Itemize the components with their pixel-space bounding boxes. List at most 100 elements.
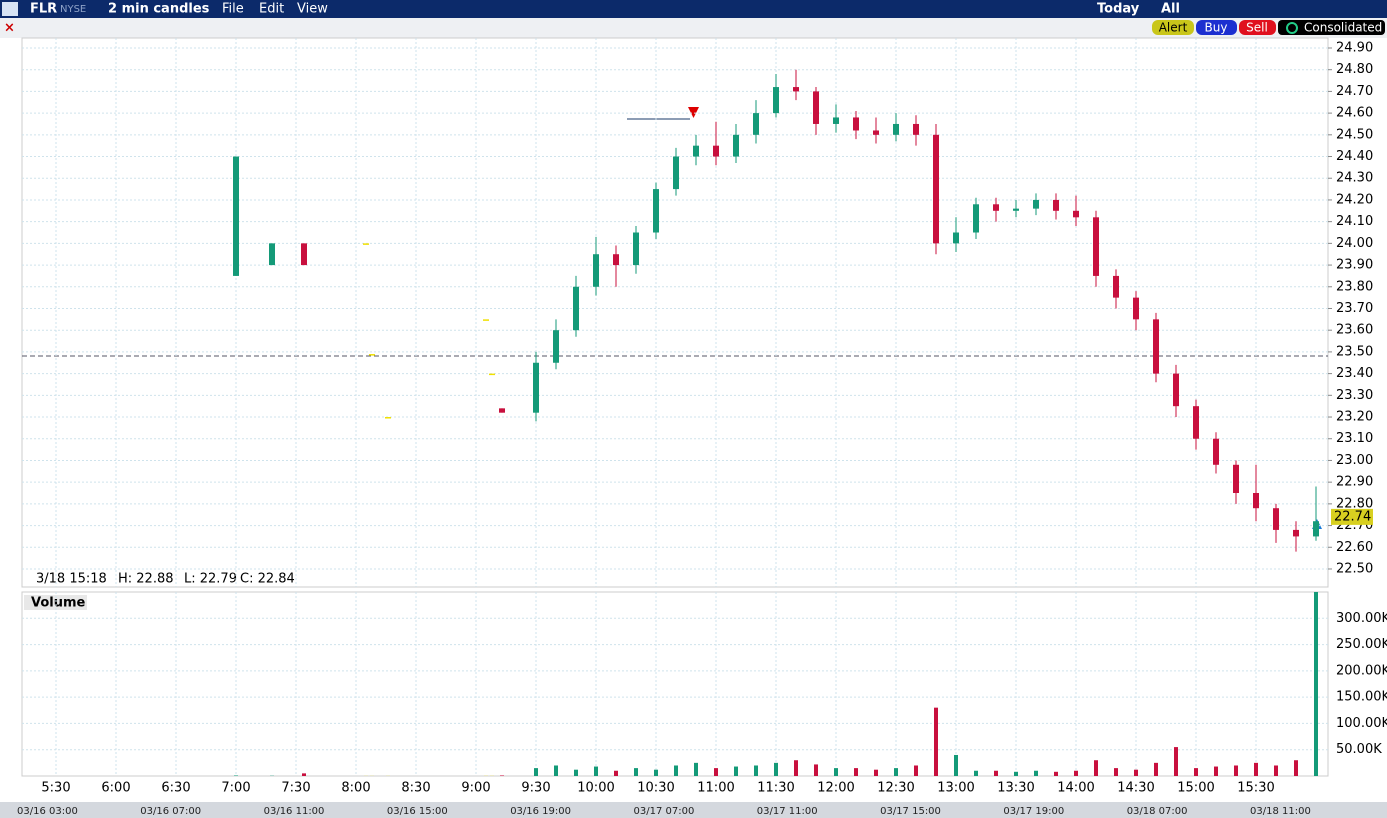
- y-tick-label: 23.50: [1336, 344, 1373, 359]
- refresh-icon: [1286, 22, 1298, 34]
- timeline-label: 03/16 15:00: [387, 806, 448, 817]
- sell-label[interactable]: Sell: [1246, 21, 1268, 35]
- volume-bar: [1054, 771, 1058, 776]
- volume-bar: [1254, 762, 1258, 776]
- interval[interactable]: 2 min candles: [108, 2, 210, 17]
- volume-bar: [500, 775, 504, 776]
- candle-body: [1253, 493, 1259, 509]
- x-tick-label: 12:00: [817, 781, 854, 796]
- candle-body: [893, 123, 899, 135]
- candle-body: [673, 156, 679, 190]
- volume-bar: [774, 762, 778, 776]
- y-tick-label: 24.20: [1336, 192, 1373, 207]
- y-tick-label: 23.80: [1336, 279, 1373, 294]
- volume-bar: [1154, 762, 1158, 776]
- y-tick-label: 300.00K: [1336, 611, 1387, 626]
- candle-body: [1133, 297, 1139, 320]
- y-tick-label: 24.80: [1336, 62, 1373, 77]
- volume-bar: [1014, 771, 1018, 776]
- candle-body: [553, 330, 559, 363]
- candle-body: [1113, 275, 1119, 298]
- candle-body: [1153, 319, 1159, 374]
- y-tick-label: 24.70: [1336, 84, 1373, 99]
- timeline-bar[interactable]: [0, 802, 1387, 818]
- y-tick-label: 23.30: [1336, 388, 1373, 403]
- candle-body: [793, 87, 799, 92]
- menu-view[interactable]: View: [297, 2, 328, 17]
- candle-body: [753, 113, 759, 135]
- ohlc-info: L: 22.79: [184, 572, 237, 587]
- ohlc-info: C: 22.84: [240, 572, 295, 587]
- volume-bar: [1034, 770, 1038, 776]
- consolidated-button[interactable]: [1278, 20, 1385, 35]
- title-bar: [0, 0, 1387, 18]
- candle-body: [773, 87, 779, 114]
- range[interactable]: Today: [1097, 2, 1140, 17]
- volume-bar: [654, 769, 658, 776]
- volume-bar: [714, 768, 718, 776]
- symbol[interactable]: FLR: [30, 2, 57, 17]
- y-tick-label: 23.20: [1336, 410, 1373, 425]
- menu-file[interactable]: File: [222, 2, 244, 17]
- candle-body: [633, 232, 639, 266]
- volume-bar: [994, 770, 998, 776]
- volume-bar: [1214, 766, 1218, 776]
- x-tick-label: 15:00: [1177, 781, 1214, 796]
- candle-body: [833, 117, 839, 124]
- alert-button[interactable]: [1152, 20, 1194, 35]
- candle-body: [363, 243, 369, 245]
- candle-body: [233, 156, 239, 276]
- volume-bar: [1234, 765, 1238, 776]
- y-tick-label: 23.10: [1336, 431, 1373, 446]
- alert-label[interactable]: Alert: [1159, 21, 1188, 35]
- candle-body: [533, 362, 539, 413]
- volume-bar: [1074, 770, 1078, 776]
- ohlc-info: H: 22.88: [118, 572, 174, 587]
- menu-edit[interactable]: Edit: [259, 2, 284, 17]
- y-tick-label: 200.00K: [1336, 663, 1387, 678]
- y-tick-label: 24.50: [1336, 127, 1373, 142]
- timeline-label: 03/16 07:00: [140, 806, 201, 817]
- x-tick-label: 13:30: [997, 781, 1034, 796]
- volume-bar: [854, 768, 858, 776]
- volume-bar: [934, 707, 938, 776]
- candle-body: [385, 417, 391, 419]
- volume-bar: [614, 770, 618, 776]
- volume-bar: [834, 768, 838, 776]
- candle-body: [1213, 438, 1219, 465]
- y-tick-label: 24.90: [1336, 40, 1373, 55]
- session[interactable]: All: [1161, 2, 1180, 17]
- candle-body: [1313, 521, 1319, 537]
- candle-body: [613, 254, 619, 266]
- close-icon[interactable]: ×: [4, 21, 15, 36]
- x-tick-label: 13:00: [937, 781, 974, 796]
- candle-body: [1233, 464, 1239, 494]
- consolidated-label[interactable]: Consolidated: [1304, 21, 1382, 35]
- x-tick-label: 6:00: [101, 781, 130, 796]
- exchange[interactable]: NYSE: [60, 4, 86, 15]
- candle-body: [973, 204, 979, 233]
- candle-body: [733, 134, 739, 157]
- x-tick-label: 15:30: [1237, 781, 1274, 796]
- volume-bar: [814, 764, 818, 776]
- volume-bar: [1194, 768, 1198, 776]
- candle-body: [1193, 406, 1199, 439]
- last-price-tag: [1331, 508, 1373, 525]
- buy-button[interactable]: [1196, 20, 1237, 35]
- volume-bar: [1174, 747, 1178, 776]
- ohlc-info: 3/18 15:18: [36, 572, 107, 587]
- candle-body: [1073, 210, 1079, 218]
- last-price-label: 22.74: [1334, 509, 1371, 524]
- timeline-label: 03/16 19:00: [510, 806, 571, 817]
- x-tick-label: 7:30: [281, 781, 310, 796]
- x-tick-label: 11:30: [757, 781, 794, 796]
- buy-label[interactable]: Buy: [1205, 21, 1228, 35]
- execution-marker: [688, 107, 699, 118]
- volume-bar: [1134, 769, 1138, 776]
- x-tick-label: 8:00: [341, 781, 370, 796]
- y-tick-label: 23.60: [1336, 323, 1373, 338]
- timeline-label: 03/17 19:00: [1003, 806, 1064, 817]
- volume-bar: [874, 769, 878, 776]
- price-plot: [21, 37, 1329, 588]
- sell-button[interactable]: [1239, 20, 1276, 35]
